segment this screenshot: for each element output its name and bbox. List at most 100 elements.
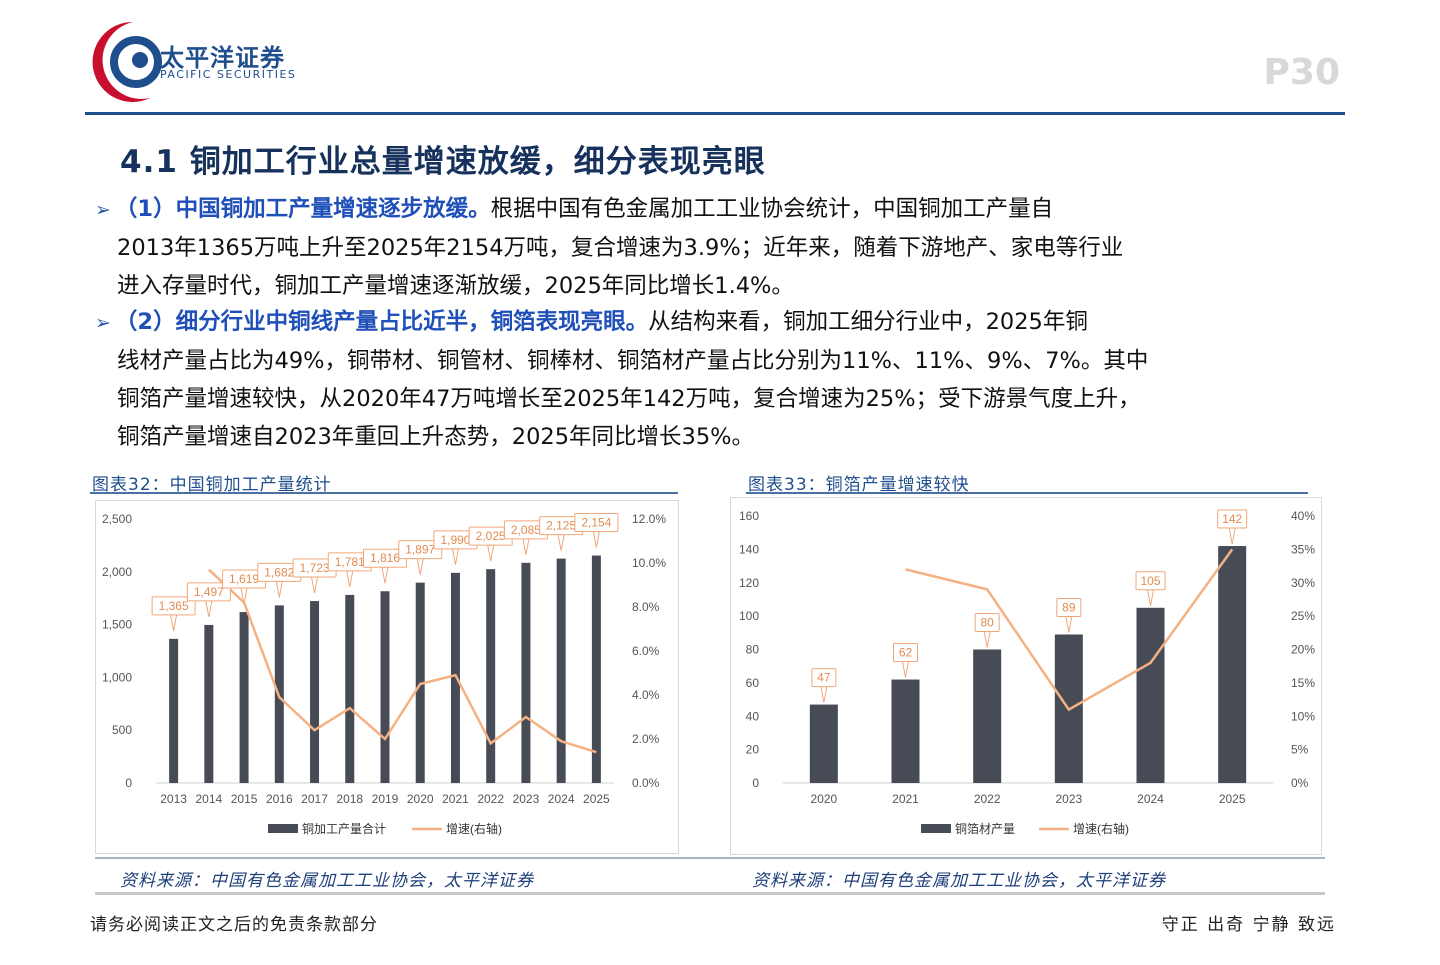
x-tick-label: 2014 [195,792,222,806]
y-right-tick-label: 8.0% [632,600,660,614]
data-label: 142 [1222,512,1242,526]
data-label: 62 [899,646,913,660]
y-right-tick-label: 10.0% [632,556,666,570]
caption-1-divider [90,492,678,494]
bar-2019 [380,591,390,783]
data-label: 105 [1140,574,1160,588]
bullet-arrow-icon: ➢ [95,199,111,221]
data-label: 1,619 [229,572,259,586]
data-label-pointer [1065,615,1073,633]
data-label-pointer [381,566,389,584]
chart-2-caption: 图表33：铜箔产量增速较快 [748,475,970,495]
bullet-arrow-icon: ➢ [95,312,111,334]
data-label-pointer [416,558,424,575]
source-divider-top [95,857,1325,859]
legend-line-label: 增速(右轴) [446,821,502,836]
data-label-pointer [275,580,283,598]
data-label-box [1217,509,1248,529]
bar-2014 [204,624,214,783]
data-label-box [811,668,837,688]
section-title: 4.1 铜加工行业总量增速放缓，细分表现亮眼 [120,144,766,180]
bar-2020 [809,704,838,783]
paragraph-2-line4: 铜箔产量增速自2023年重回上升态势，2025年同比增长35%。 [117,424,755,450]
chart-1-source: 资料来源：中国有色金属加工工业协会，太平洋证券 [120,871,534,891]
x-tick-label: 2025 [583,792,610,806]
y-right-tick-label: 30% [1291,576,1315,590]
x-tick-label: 2015 [231,792,258,806]
bar-2023 [521,562,531,783]
data-label-box [398,540,443,560]
x-tick-label: 2013 [160,792,187,806]
caption-2-divider [746,492,1308,494]
y-right-tick-label: 40% [1291,509,1315,523]
data-label: 1,497 [194,585,224,599]
data-label: 1,781 [335,555,365,569]
paragraph-1-lead: （1）中国铜加工产量增速逐步放缓。 [114,196,491,222]
y-left-tick-label: 0 [752,776,759,790]
bar-2024 [556,558,566,783]
y-right-tick-label: 15% [1291,676,1315,690]
bar-2024 [1136,607,1165,783]
data-label: 1,990 [440,533,470,547]
paragraph-1: ➢ （1）中国铜加工产量增速逐步放缓。根据中国有色金属加工工业协会统计，中国铜加工… [95,190,1325,305]
data-label-pointer [820,686,828,703]
data-label: 89 [1062,600,1076,614]
data-label: 1,723 [300,561,330,575]
y-left-tick-label: 120 [739,576,759,590]
y-right-tick-label: 4.0% [632,688,660,702]
data-label-pointer [983,631,991,648]
x-tick-label: 2017 [301,792,328,806]
data-label: 47 [817,671,831,685]
data-label-pointer [310,576,319,594]
y-left-tick-label: 40 [746,709,760,723]
data-label-box [974,613,1000,632]
bar-2025 [591,555,601,783]
page-number: P30 [1263,52,1340,93]
y-right-tick-label: 10% [1291,709,1315,723]
y-right-tick-label: 25% [1291,609,1315,623]
data-label-pointer [1146,589,1155,606]
bar-2015 [239,612,249,783]
y-right-tick-label: 0.0% [632,776,660,790]
x-tick-label: 2018 [336,792,363,806]
legend-bar-label: 铜箔材产量 [955,821,1015,836]
header-divider [85,112,1345,115]
data-label: 2,125 [546,519,576,533]
growth-line [905,548,1234,712]
chart-1-caption: 图表32：中国铜加工产量统计 [92,475,332,495]
x-tick-label: 2022 [974,792,1001,806]
paragraph-1-line1: 根据中国有色金属加工工业协会统计，中国铜加工产量自 [490,196,1054,222]
data-label: 1,682 [264,565,294,579]
x-tick-label: 2024 [548,792,575,806]
data-label-box [151,596,196,616]
y-left-tick-label: 1,500 [102,618,132,632]
y-left-tick-label: 140 [739,542,759,556]
paragraph-1-line2: 2013年1365万吨上升至2025年2154万吨，复合增速为3.9%；近年来，… [117,235,1124,261]
chart-1-svg: 0 500 1,000 1,500 2,000 2,500 0.0% 2.0% 4.0% 6.0%… [102,512,666,836]
pacific-securities-logo [92,21,162,102]
chart-1-panel: 0 500 1,000 1,500 2,000 2,500 0.0% 2.0% 4.0% 6.0%… [95,500,679,854]
y-right-tick-label: 5% [1291,743,1309,757]
y-right-tick-label: 35% [1291,542,1315,556]
bar-2018 [345,594,355,783]
y-left-tick-label: 500 [112,723,132,737]
data-label-pointer [451,548,460,565]
y-left-tick-label: 160 [739,509,759,523]
data-label: 1,897 [405,543,435,557]
y-right-tick-label: 20% [1291,643,1315,657]
y-left-tick-label: 0 [125,776,132,790]
paragraph-2-line1: 从结构来看，铜加工细分行业中，2025年铜 [648,309,1088,335]
chart-2-svg: 0 20 40 60 80 100 120 140 160 0% 5% 10% 15% 20% 25% 30%… [739,509,1315,836]
y-right-tick-label: 2.0% [632,732,660,746]
data-label-pointer [1228,527,1236,545]
data-label: 2,025 [476,529,506,543]
data-label-pointer [487,544,495,562]
y-left-tick-label: 80 [746,643,760,657]
x-tick-label: 2023 [1055,792,1082,806]
bar-2025 [1218,546,1247,783]
data-label-box [186,582,231,602]
bar-2017 [310,601,320,783]
logo-text-en: PACIFIC SECURITIES [160,68,297,81]
bar-2022 [486,569,496,783]
footer-motto: 守正 出奇 宁静 致远 [1161,915,1336,935]
